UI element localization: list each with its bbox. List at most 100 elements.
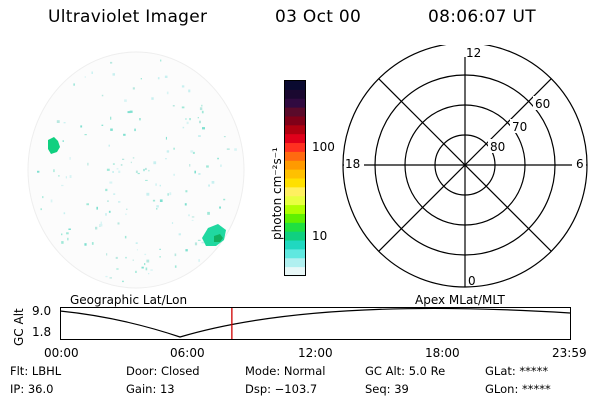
speckle	[208, 184, 210, 187]
lat-label-60: 60	[535, 97, 551, 111]
time-tick-12: 12:00	[298, 346, 333, 360]
colorbar-band	[285, 143, 305, 153]
speckle	[87, 162, 89, 166]
speckle	[198, 173, 201, 175]
speckle	[132, 259, 134, 261]
speckle	[101, 124, 104, 126]
speckle	[125, 256, 127, 259]
speckle	[148, 169, 150, 172]
info-dsp: Dsp: −103.7	[245, 382, 318, 396]
colorbar-band	[285, 134, 305, 144]
info-mode: Mode: Normal	[245, 364, 326, 378]
info-filter: Flt: LBHL	[10, 364, 62, 378]
speckle	[107, 200, 109, 202]
label-bg-60	[533, 96, 553, 110]
mlt-label-6: 6	[576, 157, 584, 171]
apex-caption: Apex MLat/MLT	[415, 293, 505, 307]
speckle	[198, 135, 201, 137]
speckle	[129, 110, 133, 113]
emission-speckles	[37, 59, 237, 283]
speckle	[118, 170, 121, 173]
speckle	[150, 269, 153, 271]
speckle	[135, 270, 137, 273]
speckle	[194, 170, 196, 174]
speckle	[143, 168, 145, 172]
speckle	[84, 76, 86, 78]
colorbar-tick-100: 100	[312, 140, 335, 154]
colorbar-band	[285, 258, 305, 268]
speckle	[120, 164, 123, 166]
info-gain: Gain: 13	[126, 382, 175, 396]
speckle	[181, 85, 185, 88]
info-ip: IP: 36.0	[10, 382, 54, 396]
speckle	[185, 249, 188, 252]
speckle	[110, 128, 113, 131]
speckle	[84, 134, 87, 136]
speckle	[61, 233, 63, 236]
speckle	[61, 241, 64, 244]
speckle	[116, 168, 119, 170]
speckle	[181, 106, 185, 109]
speckle	[65, 176, 67, 179]
speckle	[53, 169, 55, 173]
speckle	[173, 173, 175, 176]
speckle	[153, 161, 157, 165]
speckle	[130, 161, 132, 164]
mlt-label-12: 12	[466, 46, 482, 60]
speckle	[110, 116, 112, 120]
speckle	[73, 83, 75, 86]
colorbar-band	[285, 231, 305, 242]
speckle	[182, 126, 185, 129]
colorbar-band	[285, 187, 305, 197]
colorbar-band	[285, 222, 305, 233]
speckle	[165, 158, 167, 160]
mlt-label-18: 18	[345, 157, 361, 171]
speckle	[91, 242, 94, 245]
speckle	[58, 175, 60, 177]
colorbar-frame	[284, 80, 306, 276]
date-label: 03 Oct 00	[275, 7, 362, 27]
speckle	[219, 206, 221, 209]
speckle	[136, 249, 138, 251]
speckle	[165, 136, 167, 140]
speckle	[137, 172, 140, 175]
speckle	[186, 121, 189, 125]
label-bg-bottom	[466, 273, 478, 285]
speckle	[63, 212, 66, 215]
speckle	[157, 77, 160, 80]
speckle	[66, 232, 69, 235]
speckle	[197, 117, 199, 119]
label-bg-70	[510, 119, 530, 133]
speckle	[199, 107, 203, 111]
uv-earth-image	[27, 51, 245, 289]
speckle	[106, 168, 110, 171]
colorbar-band	[285, 89, 305, 100]
speckle	[188, 89, 191, 93]
info-door: Door: Closed	[126, 364, 200, 378]
speckle	[166, 91, 169, 95]
speckle	[37, 170, 40, 173]
speckle	[105, 188, 108, 192]
speckle	[223, 136, 226, 138]
speckle	[206, 165, 209, 168]
speckle	[191, 219, 194, 221]
speckle	[226, 148, 230, 150]
speckle	[156, 208, 158, 210]
speckle	[110, 61, 113, 64]
speckle	[148, 273, 150, 275]
speckle	[69, 175, 72, 178]
speckle	[139, 118, 141, 121]
speckle	[42, 196, 44, 199]
speckle	[95, 226, 98, 230]
lat-label-70: 70	[512, 120, 528, 134]
speckle	[116, 268, 119, 270]
speckle	[191, 216, 195, 218]
speckle	[91, 71, 93, 74]
time-tick-00: 00:00	[44, 346, 79, 360]
speckle	[56, 120, 60, 123]
colorbar-band	[285, 249, 305, 259]
speckle	[123, 133, 126, 136]
speckle	[134, 128, 136, 132]
speckle	[194, 242, 198, 246]
speckle	[112, 171, 114, 173]
